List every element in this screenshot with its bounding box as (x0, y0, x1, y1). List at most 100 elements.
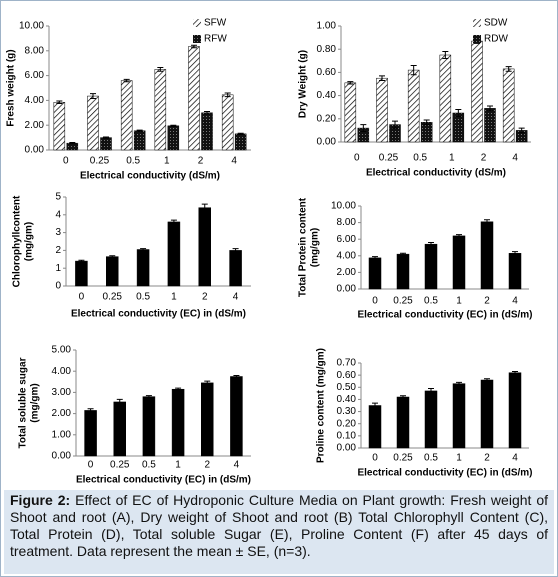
error-bar (224, 92, 231, 98)
bar (471, 40, 483, 143)
bar (230, 376, 243, 457)
error-bar (442, 51, 449, 59)
x-tick-label: 0.5 (424, 453, 438, 464)
bar (167, 125, 180, 151)
bar (75, 260, 88, 287)
error-bar (360, 124, 367, 133)
y-tick-label: 5.00 (52, 345, 72, 356)
x-tick-label: 0.5 (424, 296, 438, 307)
x-axis-title: Electrical conductivity (EC) in (dS/m) (357, 468, 532, 479)
error-bar (428, 242, 434, 247)
legend-swatch (473, 35, 481, 43)
error-bar (204, 111, 210, 115)
x-axis-title: Electrical conductivity (EC) in (dS/m) (357, 310, 532, 321)
x-tick-label: 0.25 (393, 453, 413, 464)
error-bar (191, 44, 197, 49)
error-bar (372, 256, 378, 260)
y-tick-label: 2.00 (25, 120, 45, 131)
error-bar (456, 381, 462, 386)
x-tick-label: 4 (234, 460, 240, 471)
x-axis-title: Electrical conductivity (EC) in (dS/m) (76, 475, 251, 486)
legend-label: SDW (484, 18, 508, 29)
y-tick-label: 0.70 (337, 358, 357, 369)
bar (84, 410, 97, 457)
caption: Figure 2: Effect of EC of Hydroponic Cul… (4, 490, 554, 574)
x-axis-title: Electrical conductivity (dS/m) (366, 168, 506, 179)
x-tick-label: 0.25 (379, 153, 399, 164)
x-tick-label: 0 (88, 460, 94, 471)
x-tick-label: 0.25 (110, 460, 130, 471)
error-bar (175, 387, 182, 391)
error-bar (347, 81, 354, 85)
x-tick-label: 2 (198, 156, 204, 167)
bar (167, 221, 181, 287)
x-tick-label: 0 (372, 453, 378, 464)
y-axis-title: Dry Weight (g) (298, 50, 309, 118)
bar (396, 253, 410, 290)
error-bar (237, 132, 244, 135)
x-tick-label: 0 (79, 292, 85, 303)
y-tick-label: 0.00 (52, 451, 72, 462)
x-tick-label: 1 (171, 292, 177, 303)
error-bar (232, 248, 239, 253)
bar (508, 253, 522, 290)
y-axis-title: (mg/gm) (30, 383, 41, 422)
bar (201, 112, 213, 151)
bar (120, 80, 133, 151)
y-tick-label: 3 (55, 227, 61, 238)
x-tick-label: 2 (202, 292, 208, 303)
bar (396, 396, 410, 449)
bar (142, 396, 156, 457)
x-tick-label: 0 (63, 156, 69, 167)
x-tick-label: 1 (456, 453, 462, 464)
y-tick-label: 1.00 (317, 21, 337, 32)
y-tick-label: 2 (55, 245, 61, 256)
error-bar (400, 252, 406, 256)
y-tick-label: 10.00 (331, 201, 356, 212)
bar (368, 405, 382, 449)
y-tick-label: 0.00 (317, 137, 337, 148)
error-bar (392, 120, 398, 129)
error-bar (428, 388, 434, 394)
y-tick-label: 4.00 (25, 95, 45, 106)
x-tick-label: 2 (481, 153, 487, 164)
x-tick-label: 1 (456, 296, 462, 307)
y-tick-label: 4.00 (337, 250, 357, 261)
bar (201, 382, 214, 457)
bar (424, 390, 438, 449)
x-tick-label: 0.5 (126, 156, 140, 167)
error-bar (518, 127, 525, 134)
y-axis-title: Total soluble sugar (18, 357, 29, 448)
y-axis-title: Total Protein content (298, 197, 309, 297)
x-tick-label: 0.25 (103, 292, 123, 303)
x-tick-label: 0.5 (136, 292, 150, 303)
bar (344, 82, 357, 143)
bar (188, 46, 200, 151)
caption-text: Effect of EC of Hydroponic Culture Media… (10, 492, 549, 559)
error-bar (487, 105, 493, 112)
error-bar (123, 78, 130, 83)
y-tick-label: 8.00 (25, 45, 45, 56)
error-bar (484, 378, 490, 382)
bar (113, 401, 126, 457)
y-tick-label: 0.00 (25, 145, 45, 156)
bar (100, 137, 112, 151)
x-tick-label: 4 (512, 453, 518, 464)
y-tick-label: 6.00 (337, 234, 357, 245)
bar (420, 122, 433, 143)
bar (502, 68, 515, 143)
y-axis-title: Fresh weight (g) (6, 49, 17, 126)
bar (439, 54, 452, 143)
y-tick-label: 0.30 (337, 406, 357, 417)
bar (234, 133, 247, 151)
y-tick-label: 2.00 (52, 408, 72, 419)
y-tick-label: 4 (55, 209, 61, 220)
error-bar (423, 119, 430, 126)
error-bar (116, 398, 123, 405)
bar (221, 94, 234, 151)
y-tick-label: 4.00 (52, 366, 72, 377)
bar (133, 130, 146, 151)
error-bar (157, 67, 164, 72)
y-tick-label: 0.50 (337, 382, 357, 393)
